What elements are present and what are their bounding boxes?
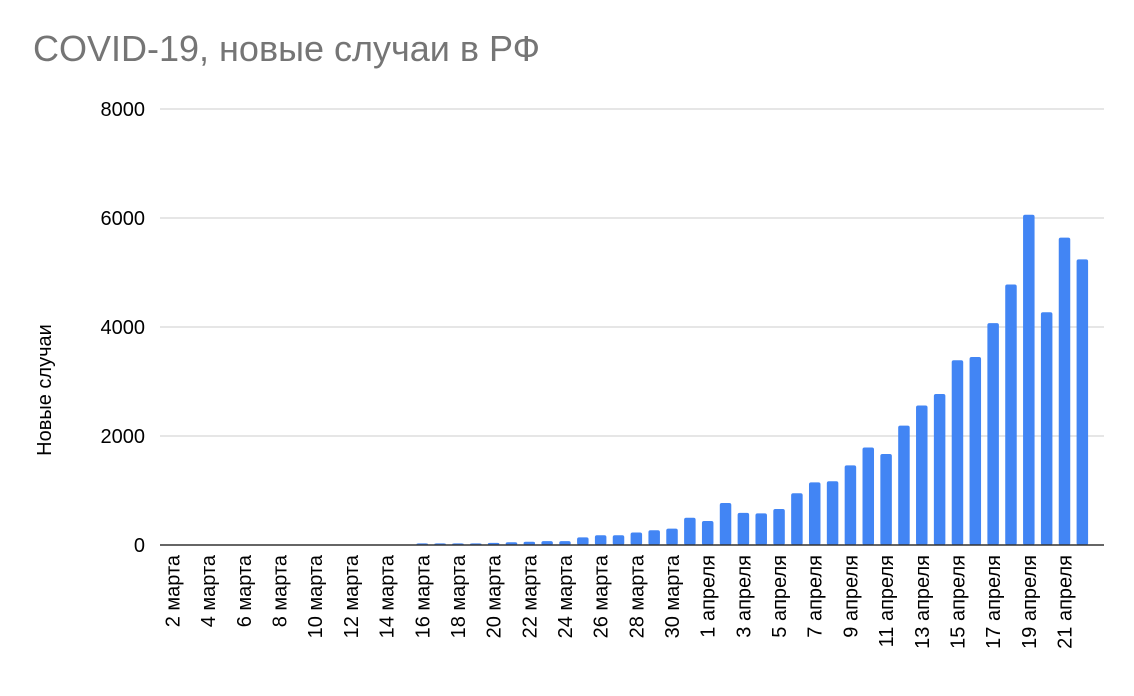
y-axis-ticks: 0 2000 4000 6000 8000 bbox=[101, 99, 146, 557]
y-tick-label: 0 bbox=[134, 535, 145, 557]
x-tick-label: 24 марта bbox=[555, 554, 577, 638]
x-tick-label: 21 апреля bbox=[1055, 555, 1077, 649]
x-tick-label: 4 марта bbox=[198, 554, 220, 627]
bar bbox=[1005, 284, 1017, 545]
x-tick-label: 14 марта bbox=[377, 554, 399, 638]
bar bbox=[577, 537, 589, 545]
bar bbox=[791, 493, 803, 545]
bar bbox=[684, 517, 696, 545]
x-tick-label: 6 марта bbox=[234, 554, 256, 627]
bars bbox=[416, 214, 1089, 546]
x-tick-label: 19 апреля bbox=[1019, 555, 1041, 649]
bar bbox=[666, 528, 678, 545]
x-tick-label: 7 апреля bbox=[805, 555, 827, 638]
bar bbox=[987, 323, 999, 545]
bar bbox=[630, 532, 643, 545]
bar bbox=[612, 535, 625, 545]
bar bbox=[916, 405, 928, 545]
x-tick-label: 3 апреля bbox=[733, 555, 755, 638]
x-tick-label: 18 марта bbox=[448, 554, 470, 638]
x-tick-label: 22 марта bbox=[519, 554, 541, 638]
bar bbox=[933, 394, 946, 545]
bar bbox=[719, 503, 732, 545]
bar bbox=[773, 509, 785, 545]
gridlines bbox=[160, 108, 1104, 437]
y-tick-label: 6000 bbox=[101, 208, 146, 230]
y-tick-label: 8000 bbox=[101, 99, 146, 121]
bar bbox=[844, 465, 857, 545]
y-tick-label: 2000 bbox=[101, 426, 146, 448]
bar bbox=[880, 453, 892, 545]
bar bbox=[594, 535, 607, 545]
chart-title: COVID-19, новые случаи в РФ bbox=[33, 28, 540, 69]
bar bbox=[951, 360, 964, 545]
x-tick-label: 12 марта bbox=[341, 554, 363, 638]
bar bbox=[898, 425, 910, 545]
x-tick-label: 28 марта bbox=[626, 554, 648, 638]
bar bbox=[1040, 312, 1053, 545]
bar bbox=[523, 541, 536, 545]
bar bbox=[862, 447, 875, 545]
bar bbox=[808, 482, 821, 545]
bar bbox=[1023, 214, 1035, 546]
bar bbox=[737, 512, 750, 545]
x-tick-label: 16 марта bbox=[412, 554, 434, 638]
bar bbox=[559, 541, 571, 545]
bar bbox=[826, 481, 839, 545]
bar bbox=[1076, 259, 1089, 545]
x-tick-label: 26 марта bbox=[591, 554, 613, 638]
x-tick-label: 20 марта bbox=[484, 554, 506, 638]
x-tick-label: 5 апреля bbox=[769, 555, 791, 638]
x-tick-label: 17 апреля bbox=[983, 555, 1005, 649]
y-tick-label: 4000 bbox=[101, 317, 146, 339]
x-tick-label: 13 апреля bbox=[912, 555, 934, 649]
x-tick-label: 1 апреля bbox=[698, 555, 720, 638]
bar bbox=[755, 513, 767, 545]
x-tick-label: 9 апреля bbox=[840, 555, 862, 638]
y-axis-label: Новые случаи bbox=[34, 324, 56, 456]
bar bbox=[541, 541, 553, 545]
bar bbox=[701, 521, 714, 545]
bar bbox=[648, 530, 660, 545]
x-tick-label: 15 апреля bbox=[947, 555, 969, 649]
bar bbox=[1058, 237, 1071, 545]
bar bbox=[969, 356, 982, 545]
x-tick-label: 11 апреля bbox=[876, 555, 898, 647]
x-tick-label: 2 марта bbox=[163, 554, 185, 627]
x-tick-label: 30 марта bbox=[662, 554, 684, 638]
x-axis-ticks: 2 марта 4 марта 6 марта 8 марта 10 марта 12 м… bbox=[163, 554, 1077, 649]
x-tick-label: 10 марта bbox=[305, 554, 327, 638]
x-tick-label: 8 марта bbox=[270, 554, 292, 627]
